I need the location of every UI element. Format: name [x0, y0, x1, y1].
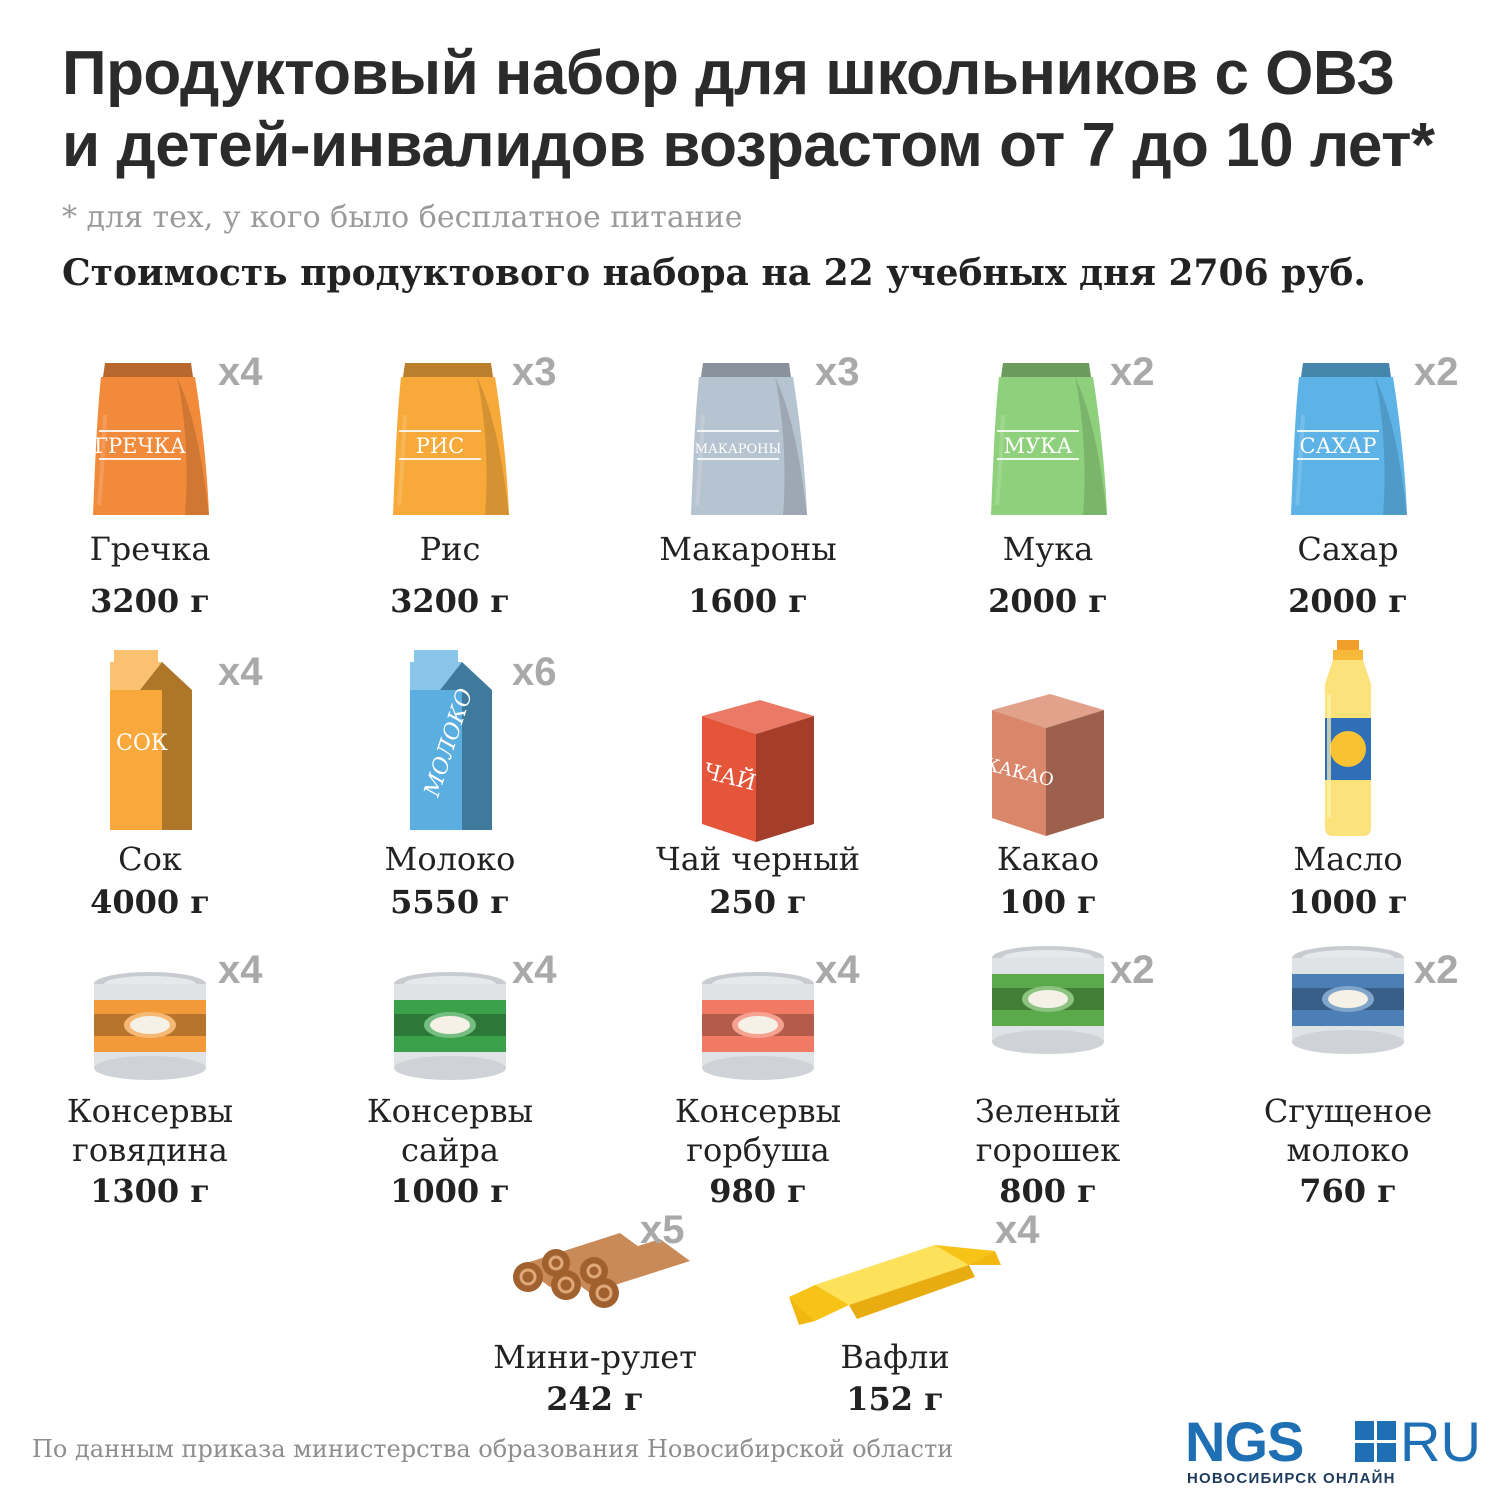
product-item: x4 Консервы сайра 1000 г	[300, 0, 600, 1210]
product-name: Мини-рулет	[493, 1338, 697, 1376]
product-weight: 2000 г	[988, 582, 1108, 620]
product-name: Рис	[419, 530, 481, 568]
product-weight: 1000 г	[1288, 883, 1408, 921]
buckwheat-bag-icon: ГРЕЧКА	[85, 355, 215, 529]
juice-carton-icon: СОК	[100, 648, 200, 837]
product-weight: 242 г	[546, 1380, 644, 1418]
quantity-multiplier: x4	[995, 1208, 1040, 1252]
product-weight: 1600 г	[688, 582, 808, 620]
product-item: x5 Мини-рулет 242 г	[445, 0, 745, 1418]
product-name: Консервы говядина	[66, 1092, 234, 1169]
product-weight: 800 г	[999, 1172, 1097, 1210]
ngs-logo: NGS RU НОВОСИБИРСК ОНЛАЙН	[1185, 1412, 1485, 1492]
product-item: x2 Зеленый горошек 800 г	[898, 0, 1198, 1210]
product-name: Мука	[1002, 530, 1094, 568]
condensed-milk-can-icon	[1288, 944, 1408, 1063]
product-weight: 3200 г	[390, 582, 510, 620]
product-name: Зеленый горошек	[974, 1092, 1122, 1169]
cocoa-box-icon: КАКАО	[983, 690, 1108, 844]
product-item: x4 Консервы горбуша 980 г	[608, 0, 908, 1210]
milk-carton-icon: МОЛОКО	[400, 648, 500, 837]
peas-can-icon	[988, 944, 1108, 1063]
salmon-can-icon	[698, 970, 818, 1089]
svg-text:МУКА: МУКА	[1004, 434, 1073, 458]
pasta-bag-icon: МАКАРОНЫ	[683, 355, 813, 529]
title-line-2: и детей-инвалидов возрастом от 7 до 10 л…	[62, 111, 1435, 180]
product-weight: 1000 г	[390, 1172, 510, 1210]
product-name: Консервы сайра	[366, 1092, 534, 1169]
logo-ngs: NGS	[1185, 1410, 1304, 1473]
product-item: ГРЕЧКА x4 Гречка 3200 г	[0, 0, 300, 620]
product-name: Сок	[118, 840, 182, 878]
saury-can-icon	[390, 970, 510, 1089]
svg-text:САХАР: САХАР	[1300, 434, 1377, 458]
product-weight: 2000 г	[1288, 582, 1408, 620]
quantity-multiplier: x4	[218, 948, 263, 992]
product-weight: 4000 г	[90, 883, 210, 921]
svg-text:СОК: СОК	[116, 731, 168, 756]
quantity-multiplier: x4	[218, 650, 263, 694]
page-title: Продуктовый набор для школьников с ОВЗ и …	[62, 38, 1435, 182]
quantity-multiplier: x3	[815, 350, 860, 394]
product-item: РИС x3 Рис 3200 г	[300, 0, 600, 620]
oil-bottle-icon	[1313, 638, 1383, 842]
product-item: x4 Вафли 152 г	[745, 0, 1045, 1418]
product-name: Консервы горбуша	[674, 1092, 842, 1169]
product-name: Масло	[1293, 840, 1403, 878]
product-item: ЧАЙ Чай черный 250 г	[608, 0, 908, 921]
quantity-multiplier: x2	[1110, 350, 1155, 394]
cost-text: Стоимость продуктового набора на 22 учеб…	[62, 252, 1366, 294]
svg-text:РИС: РИС	[416, 434, 465, 458]
tea-box-icon: ЧАЙ	[698, 696, 818, 850]
product-name: Сахар	[1297, 530, 1399, 568]
mini-roll-icon	[500, 1225, 690, 1314]
product-weight: 3200 г	[90, 582, 210, 620]
product-weight: 152 г	[846, 1380, 944, 1418]
product-item: МУКА x2 Мука 2000 г	[898, 0, 1198, 620]
footnote-text: * для тех, у кого было бесплатное питани…	[62, 200, 743, 235]
sugar-bag-icon: САХАР	[1283, 355, 1413, 529]
beef-can-icon	[90, 970, 210, 1089]
product-name: Какао	[996, 840, 1100, 878]
quantity-multiplier: x4	[218, 350, 263, 394]
quantity-multiplier: x3	[512, 350, 557, 394]
flour-bag-icon: МУКА	[983, 355, 1113, 529]
svg-text:МАКАРОНЫ: МАКАРОНЫ	[695, 442, 782, 457]
waffle-pack-icon	[785, 1225, 1005, 1339]
product-item: КАКАО Какао 100 г	[898, 0, 1198, 921]
product-name: Гречка	[89, 530, 211, 568]
product-item: СОК x4 Сок 4000 г	[0, 0, 300, 921]
product-name: Вафли	[840, 1338, 950, 1376]
quantity-multiplier: x4	[815, 948, 860, 992]
quantity-multiplier: x2	[1110, 948, 1155, 992]
product-weight: 760 г	[1299, 1172, 1397, 1210]
quantity-multiplier: x4	[512, 948, 557, 992]
product-item: x4 Консервы говядина 1300 г	[0, 0, 300, 1210]
svg-text:ГРЕЧКА: ГРЕЧКА	[94, 434, 186, 458]
product-name: Молоко	[384, 840, 516, 878]
product-name: Чай черный	[655, 840, 860, 878]
rice-bag-icon: РИС	[385, 355, 515, 529]
product-item: САХАР x2 Сахар 2000 г	[1198, 0, 1498, 620]
product-item: Масло 1000 г	[1198, 0, 1498, 921]
product-weight: 1300 г	[90, 1172, 210, 1210]
product-weight: 5550 г	[390, 883, 510, 921]
product-weight: 980 г	[709, 1172, 807, 1210]
quantity-multiplier: x6	[512, 650, 557, 694]
product-item: x2 Сгущеное молоко 760 г	[1198, 0, 1498, 1210]
title-line-1: Продуктовый набор для школьников с ОВЗ	[62, 39, 1395, 108]
logo-ru: RU	[1400, 1410, 1481, 1473]
product-name: Сгущеное молоко	[1263, 1092, 1433, 1169]
logo-subtitle: НОВОСИБИРСК ОНЛАЙН	[1187, 1470, 1396, 1487]
quantity-multiplier: x5	[640, 1208, 685, 1252]
product-name: Макароны	[659, 530, 837, 568]
logo-square-icon	[1355, 1421, 1396, 1462]
product-item: МАКАРОНЫ x3 Макароны 1600 г	[598, 0, 898, 620]
quantity-multiplier: x2	[1414, 350, 1459, 394]
quantity-multiplier: x2	[1414, 948, 1459, 992]
product-weight: 100 г	[999, 883, 1097, 921]
product-item: МОЛОКО x6 Молоко 5550 г	[300, 0, 600, 921]
source-text: По данным приказа министерства образован…	[32, 1435, 954, 1463]
product-weight: 250 г	[709, 883, 807, 921]
